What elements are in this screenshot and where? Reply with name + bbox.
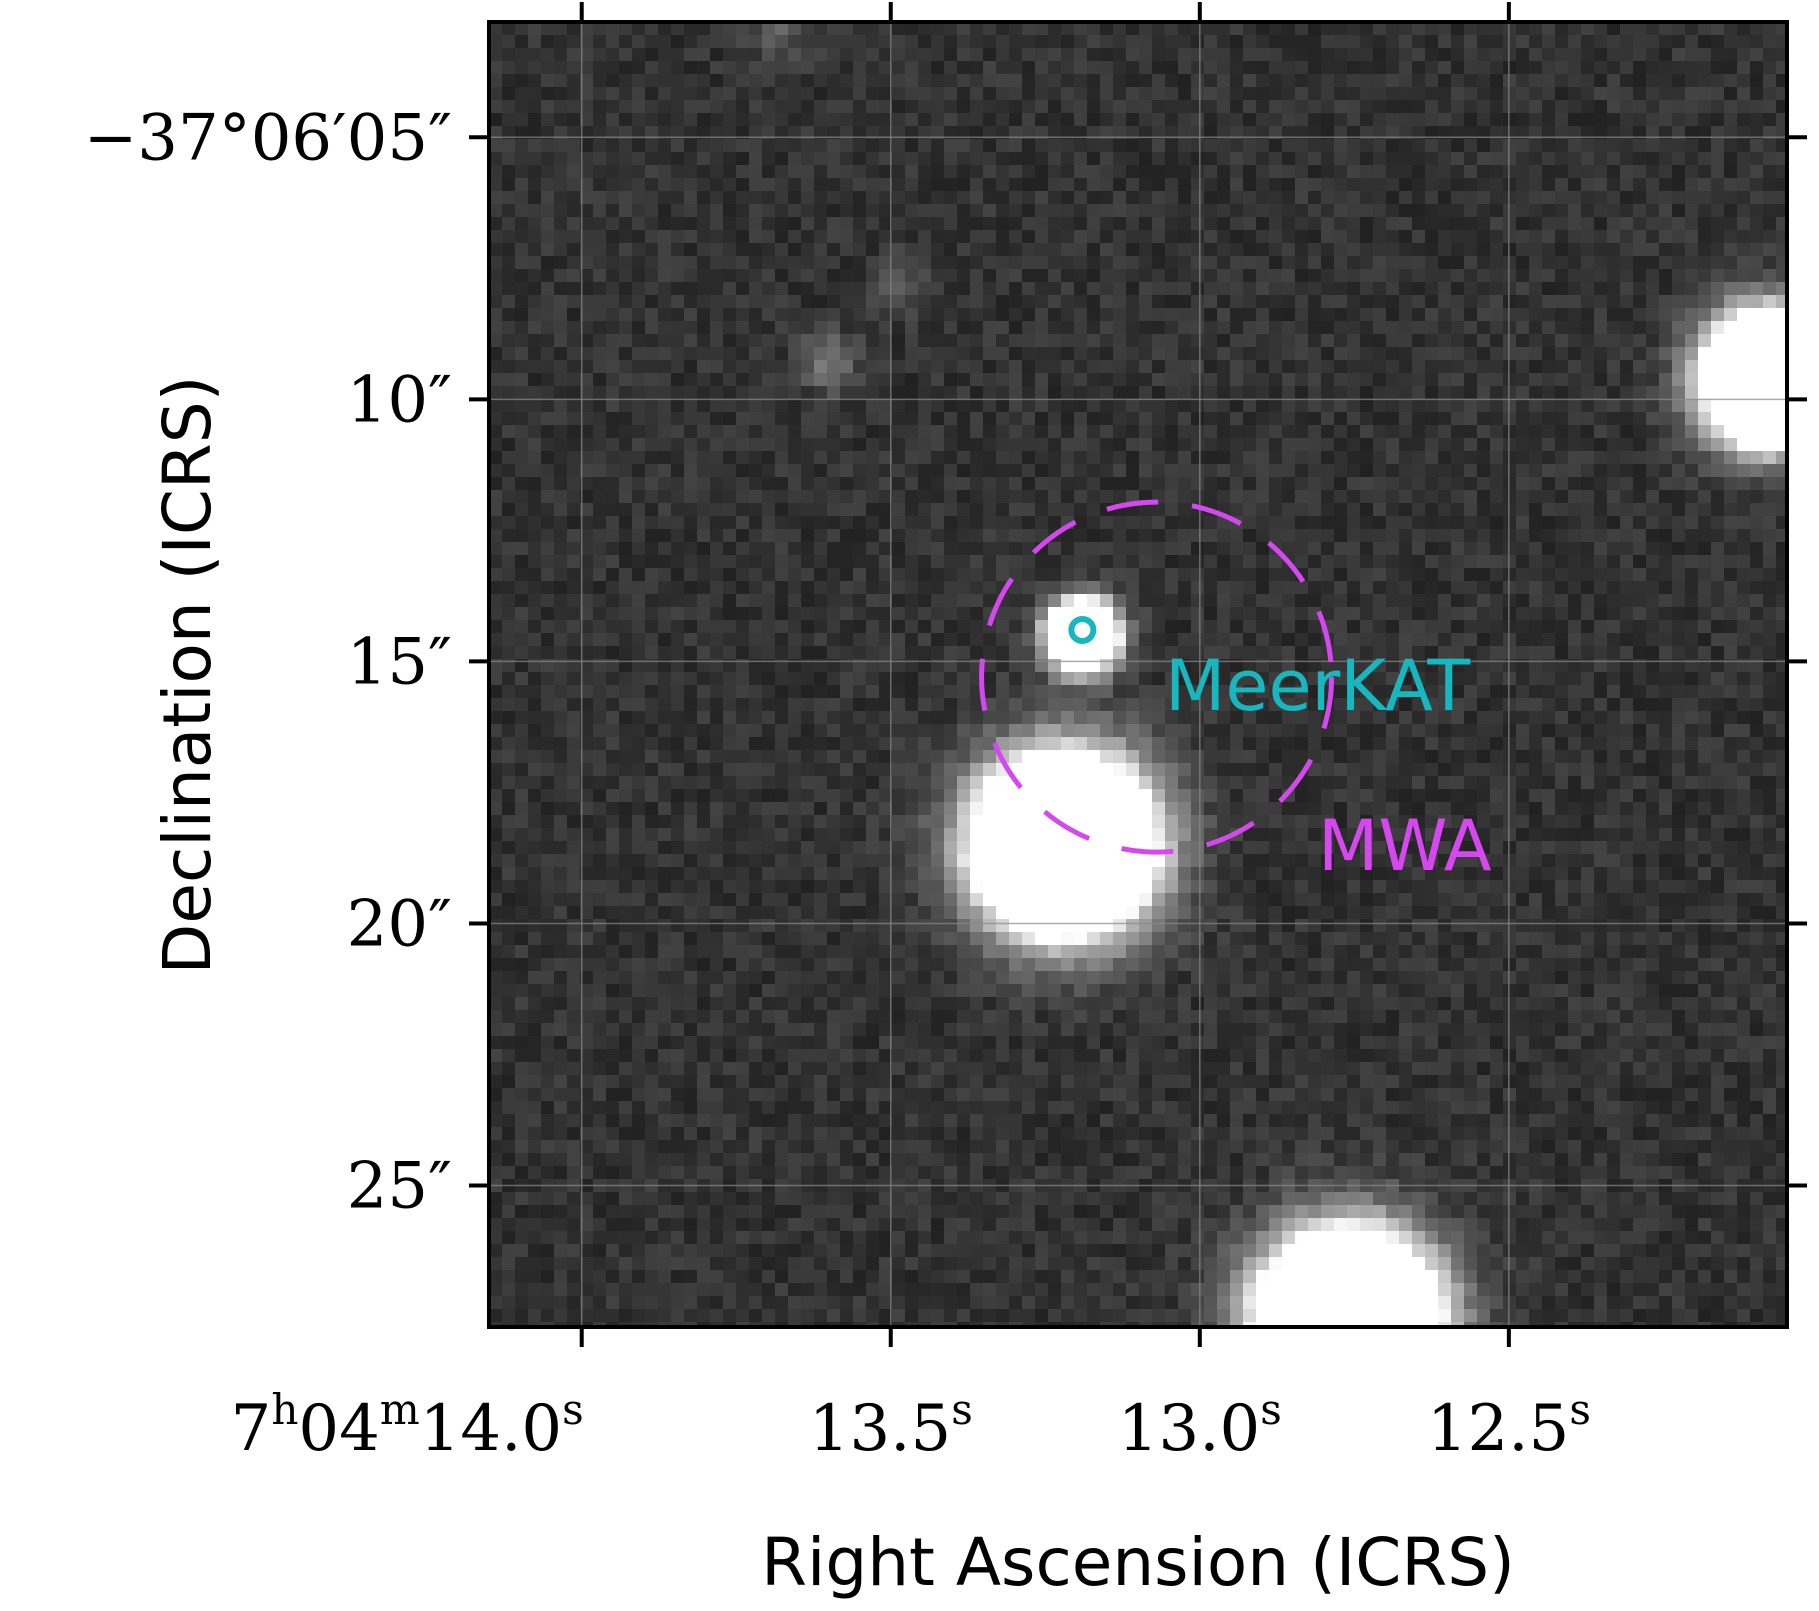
sky-image xyxy=(489,22,1787,1327)
y-tick-label: −37°06′05″ xyxy=(84,101,452,175)
meerkat-label: MeerKAT xyxy=(1165,645,1470,727)
coordinate-grid xyxy=(489,22,1787,1327)
marker-layer: MeerKAT MWA xyxy=(979,499,1492,887)
y-tick-label: 25″ xyxy=(347,1149,452,1223)
x-tick-label: 12.5s xyxy=(1427,1385,1591,1466)
axis-ticks: 7h04m14.0s 13.5s 13.0s 12.5s −37°06′05″ 10″ 15… xyxy=(84,2,1807,1466)
x-axis-label: Right Ascension (ICRS) xyxy=(761,1524,1515,1601)
x-tick-label: 13.0s xyxy=(1118,1385,1282,1466)
x-tick-label: 13.5s xyxy=(809,1385,973,1466)
y-tick-label: 10″ xyxy=(347,363,452,437)
y-tick-label: 20″ xyxy=(347,887,452,961)
mwa-error-circle xyxy=(979,499,1335,855)
plot-frame xyxy=(487,20,1789,1329)
x-tick-label: 7h04m14.0s xyxy=(231,1385,584,1466)
y-axis-label: Declination (ICRS) xyxy=(149,376,226,975)
sky-image-pixels xyxy=(489,22,1787,1327)
meerkat-position-marker xyxy=(1068,615,1097,644)
mwa-label: MWA xyxy=(1318,805,1492,887)
y-tick-label: 15″ xyxy=(347,625,452,699)
